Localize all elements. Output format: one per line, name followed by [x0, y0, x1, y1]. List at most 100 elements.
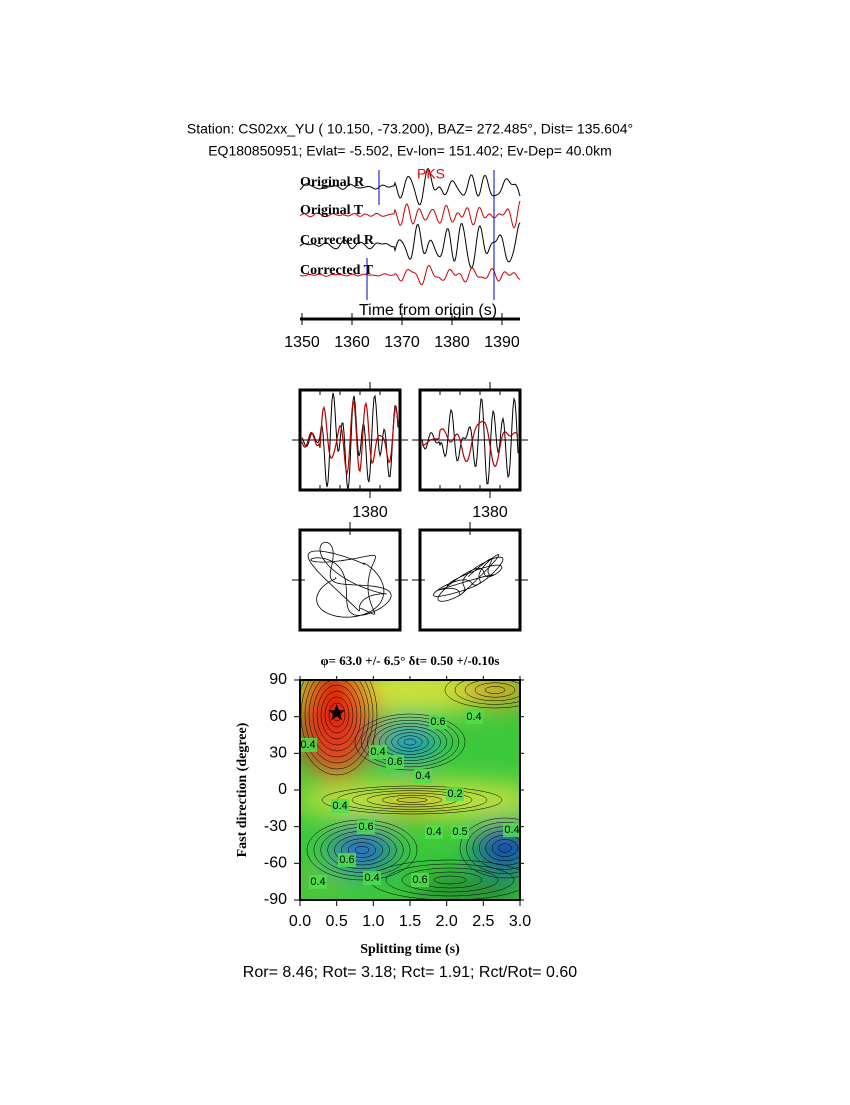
x-axis-label: Time from origin (s) [359, 302, 497, 319]
contour-label-box [357, 820, 375, 834]
contour-label-box [465, 710, 483, 724]
trace-label: Original R [300, 175, 365, 190]
contour-label-box [451, 825, 469, 839]
y-tick-label: 30 [269, 745, 287, 762]
contour-line [304, 680, 370, 764]
trace-label: Original T [300, 203, 364, 218]
x-tick-label: 0.0 [289, 913, 311, 930]
contour-line [324, 696, 350, 734]
waveform-trace [299, 264, 521, 286]
contour-line [354, 713, 466, 771]
x-tick-label: 2.5 [472, 913, 494, 930]
contour-label-box [446, 787, 464, 801]
contour-line [391, 732, 429, 752]
contour-label-box [363, 871, 381, 885]
contour-line [366, 719, 454, 765]
map-blob [382, 726, 438, 758]
contour-line [498, 843, 512, 853]
waveform-trace [421, 420, 519, 468]
contour-label-box [300, 738, 317, 752]
contour-label: 0.4 [370, 746, 385, 758]
footer-ratios: Ror= 8.46; Rot= 3.18; Rct= 1.91; Rct/Rot… [243, 964, 578, 981]
contour-label: 0.4 [504, 824, 519, 836]
contour-line [385, 863, 515, 897]
station-line: Station: CS02xx_YU ( 10.150, -73.200), B… [187, 121, 633, 137]
waveform-trace [299, 167, 521, 206]
contour-label: 0.5 [452, 826, 467, 838]
contour-label: 0.6 [387, 756, 402, 768]
x-tick-label: 1.0 [362, 913, 384, 930]
contour-line [454, 680, 520, 705]
trace-label: Corrected T [300, 263, 374, 278]
phase-label: PKS [417, 166, 445, 182]
trace-label: Corrected R [300, 233, 375, 248]
contour-line [373, 723, 447, 761]
contour-line [334, 834, 390, 866]
contour-line [464, 680, 520, 702]
contour-label-box [338, 853, 356, 867]
contour-line [341, 838, 383, 862]
contour-line [491, 839, 519, 857]
map-blob [475, 826, 520, 870]
x-tick-label: 1380 [352, 504, 388, 521]
contour-line [433, 875, 467, 885]
best-solution [328, 704, 346, 721]
contour-label: 0.4 [426, 826, 441, 838]
x-tick-label: 1.5 [399, 913, 421, 930]
contour-line [312, 680, 362, 752]
x-tick-label: 0.5 [326, 913, 348, 930]
contour-label-box [411, 873, 429, 887]
contour-line [381, 795, 443, 805]
contour-label: 0.4 [364, 872, 379, 884]
waveform-trace [301, 400, 399, 476]
map-blob [382, 795, 442, 815]
y-tick-label: -60 [264, 855, 287, 872]
contour-label: 0.6 [412, 874, 427, 886]
contour-line [396, 797, 428, 803]
contour-label-box [331, 799, 349, 813]
x-tick-label: 1390 [484, 334, 520, 351]
map-blob [410, 876, 520, 900]
contour-line [484, 686, 506, 694]
contour-line [308, 680, 366, 758]
waveform-trace [299, 200, 521, 229]
waveform-trace [421, 396, 519, 485]
contour-line [354, 846, 370, 854]
panel-frame [418, 388, 522, 492]
motion-trace [432, 554, 504, 602]
contour-label-box [414, 769, 432, 783]
contour-line [466, 822, 520, 874]
panel-frame [418, 528, 522, 632]
y-tick-label: -30 [264, 818, 287, 835]
x-axis-label: Splitting time (s) [360, 942, 460, 957]
x-tick-label: 1360 [334, 334, 370, 351]
contour-line [351, 790, 473, 810]
contour-line [300, 680, 378, 776]
contour-label-box [309, 875, 327, 889]
contour-line [348, 842, 376, 858]
energy-map: 0.40.40.6 0.40.60.40.20.40.6 0.4 0.50.60.4 0… [300, 680, 520, 900]
event-line: EQ180850951; Evlat= -5.502, Ev-lon= 151.… [208, 143, 612, 159]
x-tick-label: 1380 [434, 334, 470, 351]
panel-frame [298, 528, 402, 632]
contour-line [401, 867, 499, 893]
contour-line [403, 738, 417, 746]
contour-label: 0.4 [332, 800, 347, 812]
x-tick-label: 1380 [472, 504, 508, 521]
contour-label-box [503, 823, 520, 837]
contour-label-box [425, 825, 443, 839]
contour-line [474, 682, 516, 698]
map-blob [302, 680, 358, 740]
motion-trace [307, 541, 392, 618]
x-tick-label: 1350 [284, 334, 320, 351]
contour-label: 0.6 [339, 854, 354, 866]
y-tick-label: 90 [269, 671, 287, 688]
contour-line [385, 729, 435, 755]
contour-line [360, 716, 460, 768]
map-title: φ= 63.0 +/- 6.5° δt= 0.50 +/-0.10s [321, 653, 500, 668]
contour-label: 0.2 [447, 788, 462, 800]
y-axis-label: Fast direction (degree) [235, 722, 250, 857]
y-tick-label: -90 [264, 891, 287, 908]
particle-motion [307, 541, 392, 618]
